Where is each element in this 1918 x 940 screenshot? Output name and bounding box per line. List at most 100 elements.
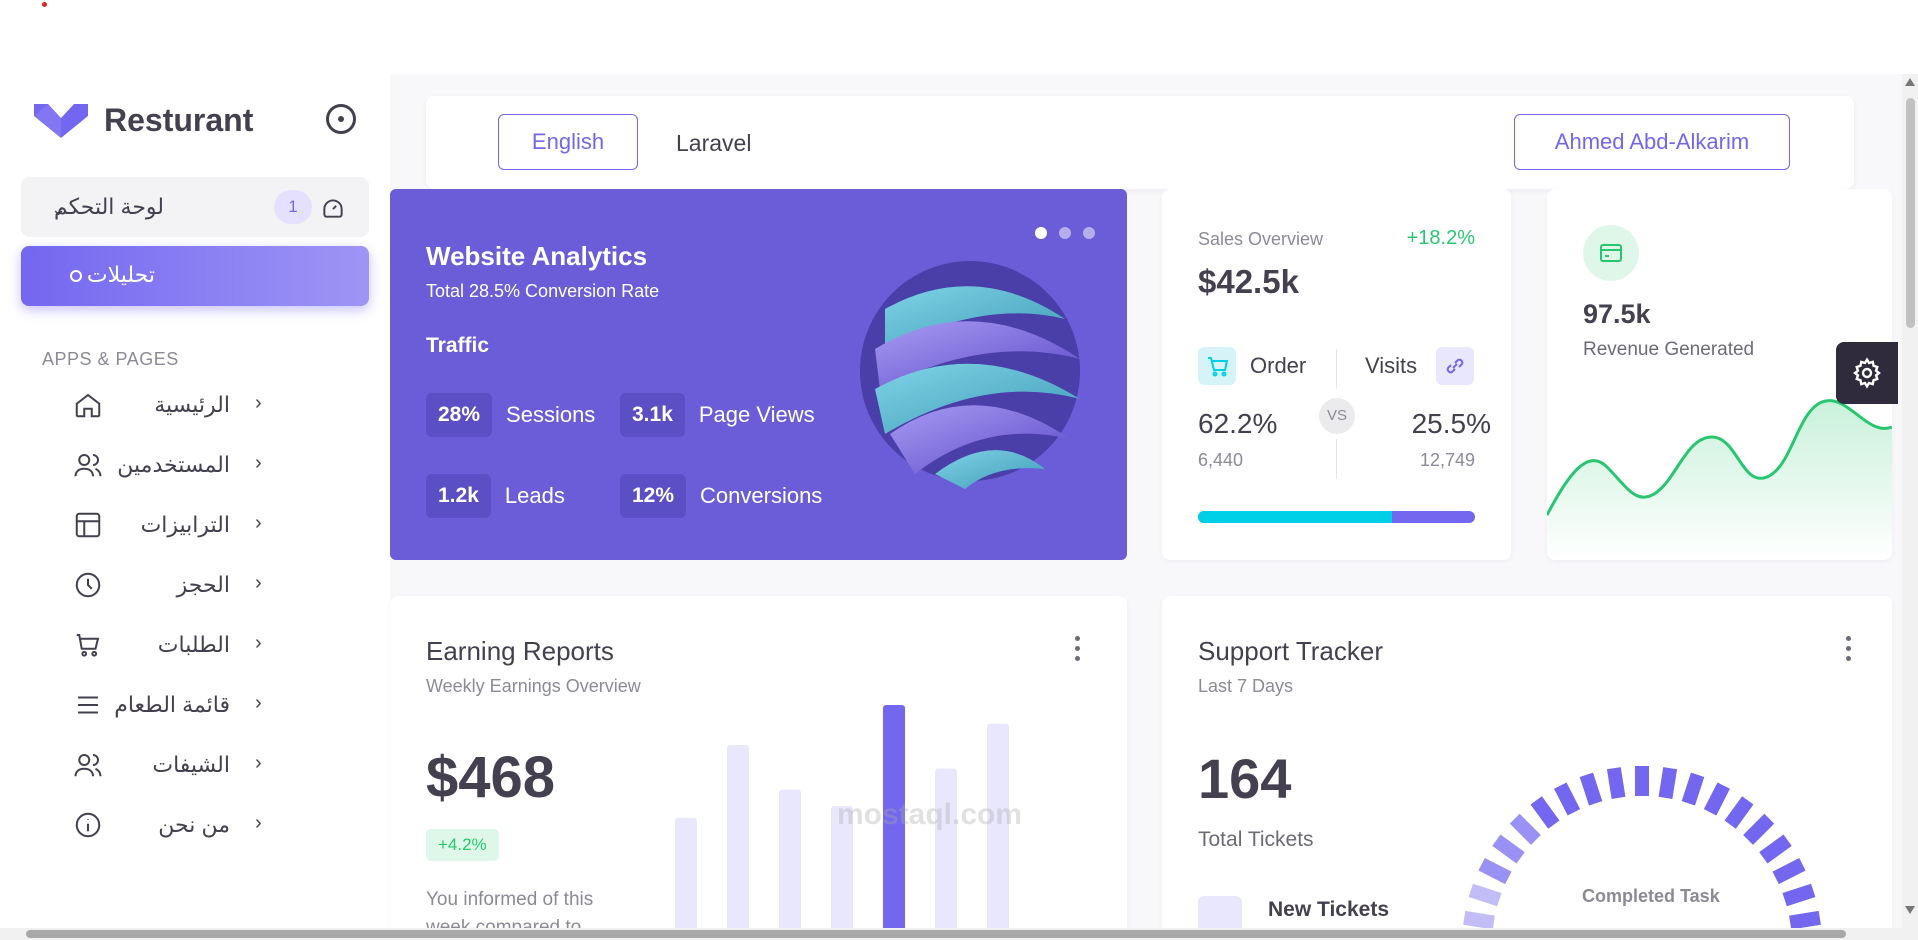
scroll-up-arrow-icon[interactable] <box>1905 78 1915 86</box>
card-title: Earning Reports <box>426 636 614 666</box>
home-icon <box>75 393 101 418</box>
earning-bar-chart <box>675 705 1009 940</box>
metric-value: 3.1k <box>620 393 685 437</box>
circle-icon <box>70 270 82 282</box>
metric-label: Sessions <box>506 402 596 427</box>
revenue-value: 97.5k <box>1583 299 1651 329</box>
scrollbar-thumb[interactable] <box>1906 98 1915 328</box>
sidebar-item-food-menu[interactable]: قائمة الطعام › <box>60 686 280 726</box>
user-button[interactable]: Ahmed Abd-Alkarim <box>1514 114 1790 170</box>
card-title: Support Tracker <box>1198 636 1383 666</box>
gauge-tick <box>1606 767 1626 799</box>
gauge-tick <box>1478 858 1512 885</box>
chevron-right-icon: › <box>255 812 262 834</box>
carousel-indicators[interactable] <box>1035 227 1095 239</box>
metric-leads: 1.2k Leads <box>426 474 565 518</box>
sidebar-item-chefs[interactable]: الشيفات › <box>60 746 280 786</box>
settings-button[interactable] <box>1836 342 1898 404</box>
chevron-right-icon: › <box>255 752 262 774</box>
visits-label: Visits <box>1365 353 1418 378</box>
gauge-tick <box>1703 782 1730 816</box>
metric-value: 12% <box>620 474 687 518</box>
sidebar-item-orders[interactable]: الطلبات › <box>60 626 280 666</box>
sidebar-item-tables[interactable]: الترابيزات › <box>60 506 280 546</box>
sidebar-item-home[interactable]: الرئيسية › <box>60 386 280 426</box>
framework-label: Laravel <box>676 130 752 156</box>
vertical-scrollbar[interactable] <box>1902 74 1918 940</box>
menu-icon <box>78 696 98 714</box>
sidebar-item-users[interactable]: المستخدمين › <box>60 446 280 486</box>
sidebar-item-analytics[interactable]: تحليلات <box>21 246 369 306</box>
metric-sessions: 28% Sessions <box>426 393 595 437</box>
gauge-tick <box>1658 767 1678 799</box>
dashboard-badge: 1 <box>274 190 312 224</box>
gauge-tick <box>1530 796 1560 829</box>
ticket-count: 164 <box>1198 747 1292 810</box>
earning-amount: $468 <box>426 745 556 810</box>
card-subtitle: Total 28.5% Conversion Rate <box>426 281 660 301</box>
menu-toggle-icon[interactable] <box>326 104 356 134</box>
cart-icon <box>76 634 100 657</box>
section-title: APPS & PAGES <box>42 349 179 369</box>
revenue-label: Revenue Generated <box>1583 339 1755 360</box>
clock-icon <box>75 572 101 598</box>
gauge-tick <box>1724 796 1754 829</box>
carousel-dot[interactable] <box>1035 227 1047 239</box>
brand-name: Resturant <box>104 101 254 138</box>
more-options-icon[interactable] <box>1073 636 1081 666</box>
earning-bar <box>935 768 957 940</box>
brand-logo-icon <box>34 104 88 138</box>
earning-bar <box>779 789 801 940</box>
sphere-illustration <box>860 261 1080 489</box>
more-options-icon[interactable] <box>1844 636 1852 666</box>
sidebar-item-label: لوحة التحكم <box>53 194 164 219</box>
sidebar-item-label: الشيفات <box>152 752 230 777</box>
carousel-dot[interactable] <box>1083 227 1095 239</box>
gauge-tick <box>1681 772 1705 806</box>
gauge-tick <box>1772 858 1806 885</box>
new-tickets-label: New Tickets <box>1268 898 1390 921</box>
users-icon <box>74 454 102 477</box>
language-button[interactable]: English <box>498 114 638 170</box>
website-analytics-card: Website Analytics Total 28.5% Conversion… <box>390 189 1127 560</box>
horizontal-scrollbar[interactable] <box>0 928 1918 940</box>
card-label: Sales Overview <box>1198 229 1324 249</box>
earning-bar <box>727 744 749 940</box>
card-subtitle: Weekly Earnings Overview <box>426 676 641 696</box>
sidebar-item-dashboard[interactable]: ⌄ 1 لوحة التحكم <box>21 177 369 237</box>
sales-overview-card: Sales Overview +18.2% $42.5k Order Visit… <box>1162 189 1511 560</box>
chevron-right-icon: › <box>255 452 262 474</box>
gauge-tick <box>1492 834 1525 864</box>
vs-badge: VS <box>1319 398 1355 434</box>
visits-count: 12,749 <box>1419 450 1475 470</box>
ticket-count-label: Total Tickets <box>1198 828 1314 851</box>
earning-reports-card: Earning Reports Weekly Earnings Overview… <box>390 596 1127 940</box>
revenue-line-chart <box>1547 399 1892 560</box>
order-progress-fill <box>1198 511 1392 523</box>
topbar: English Laravel Ahmed Abd-Alkarim <box>426 96 1854 189</box>
scroll-down-arrow-icon[interactable] <box>1905 906 1915 914</box>
gauge-tick <box>1743 813 1775 845</box>
sales-amount: $42.5k <box>1198 263 1299 300</box>
completed-task-gauge <box>1462 766 1822 940</box>
traffic-heading: Traffic <box>426 334 490 357</box>
sidebar-item-about[interactable]: من نحن › <box>60 806 280 846</box>
chevron-down-icon: ⌄ <box>51 199 67 219</box>
metric-page-views: 3.1k Page Views <box>620 393 815 437</box>
brand[interactable]: Resturant <box>34 100 253 140</box>
revenue-area <box>1547 400 1892 560</box>
scrollbar-thumb[interactable] <box>26 930 1846 938</box>
earning-bar <box>987 723 1009 940</box>
sidebar-item-label: الحجز <box>176 572 230 597</box>
sidebar-item-booking[interactable]: الحجز › <box>60 566 280 606</box>
divider <box>1336 439 1337 479</box>
credit-card-icon <box>1583 225 1639 281</box>
divider <box>1336 349 1337 389</box>
cart-icon <box>1198 347 1236 385</box>
card-subtitle: Last 7 Days <box>1198 676 1294 696</box>
gauge-tick <box>1579 772 1603 806</box>
revenue-card: 97.5k Revenue Generated <box>1547 189 1892 560</box>
order-visits-progress <box>1198 511 1475 523</box>
sales-delta: +18.2% <box>1406 227 1475 249</box>
carousel-dot[interactable] <box>1059 227 1071 239</box>
